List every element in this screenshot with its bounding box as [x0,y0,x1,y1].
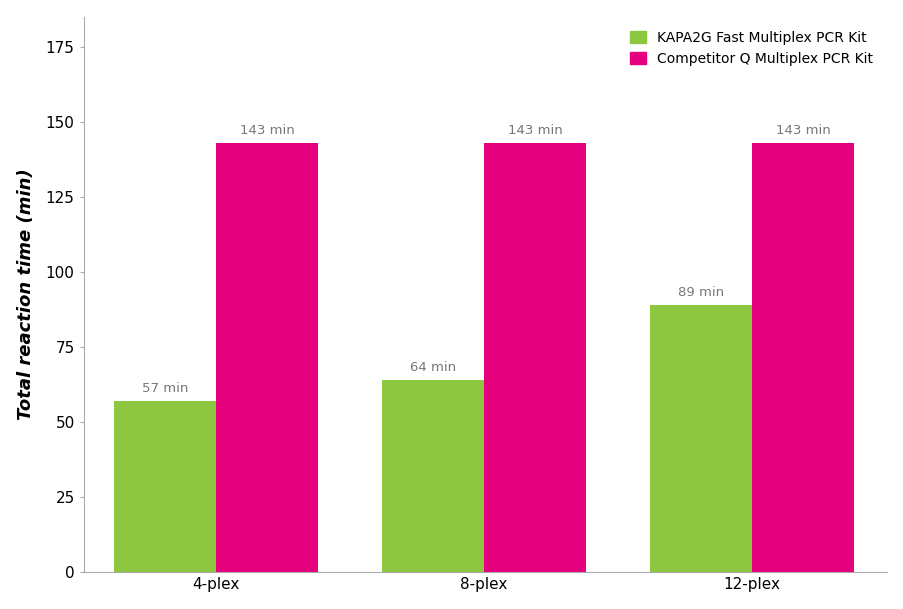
Text: 64 min: 64 min [410,361,456,374]
Text: 89 min: 89 min [677,286,723,299]
Bar [751,143,853,572]
Y-axis label: Total reaction time (min): Total reaction time (min) [16,169,34,420]
Bar [382,380,484,572]
Bar [115,401,216,572]
Text: 143 min: 143 min [775,124,830,137]
Bar [484,143,585,572]
Text: 57 min: 57 min [142,382,189,395]
Bar [649,305,751,572]
Legend: KAPA2G Fast Multiplex PCR Kit, Competitor Q Multiplex PCR Kit: KAPA2G Fast Multiplex PCR Kit, Competito… [622,24,880,72]
Bar [216,143,318,572]
Text: 143 min: 143 min [507,124,562,137]
Text: 143 min: 143 min [239,124,294,137]
